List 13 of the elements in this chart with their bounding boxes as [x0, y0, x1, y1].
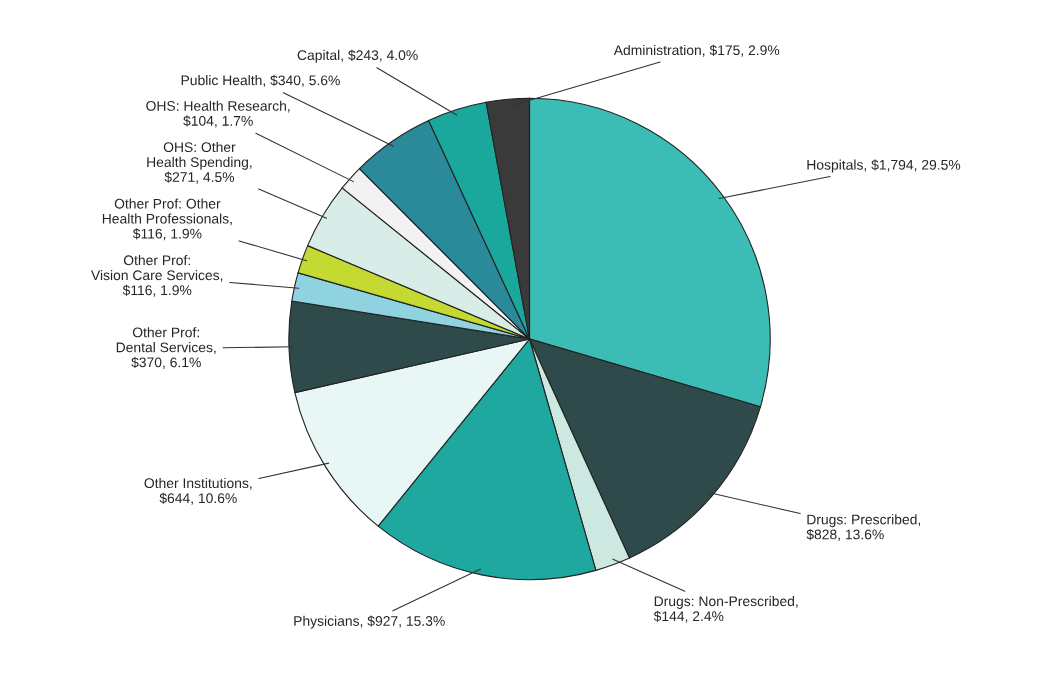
slice-label: Other Prof: Vision Care Services, $116, 1.9%	[91, 255, 223, 297]
slice-label: Other Institutions, $644, 10.6%	[144, 477, 252, 505]
slice-label: Physicians, $927, 15.3%	[294, 615, 445, 629]
slice-label: Hospitals, $1,794, 29.5%	[807, 159, 961, 173]
slice-label: Drugs: Non-Prescribed, $144, 2.4%	[653, 595, 798, 623]
slice-label: Other Prof: Other Health Professionals, $116, 1.9%	[102, 198, 232, 241]
slice-label: Other Prof: Dental Services, $370, 6.1%	[116, 327, 216, 369]
slice-label: OHS: Health Research, $104, 1.7%	[146, 100, 290, 128]
slice-label: Public Health, $340, 5.6%	[181, 74, 340, 87]
slice-label: Capital, $243, 4.0%	[297, 49, 418, 63]
slice-label: OHS: Other Health Spending, $271, 4.5%	[147, 141, 252, 184]
slice-label: Drugs: Prescribed, $828, 13.6%	[806, 514, 921, 541]
slice-label: Administration, $175, 2.9%	[613, 44, 780, 57]
